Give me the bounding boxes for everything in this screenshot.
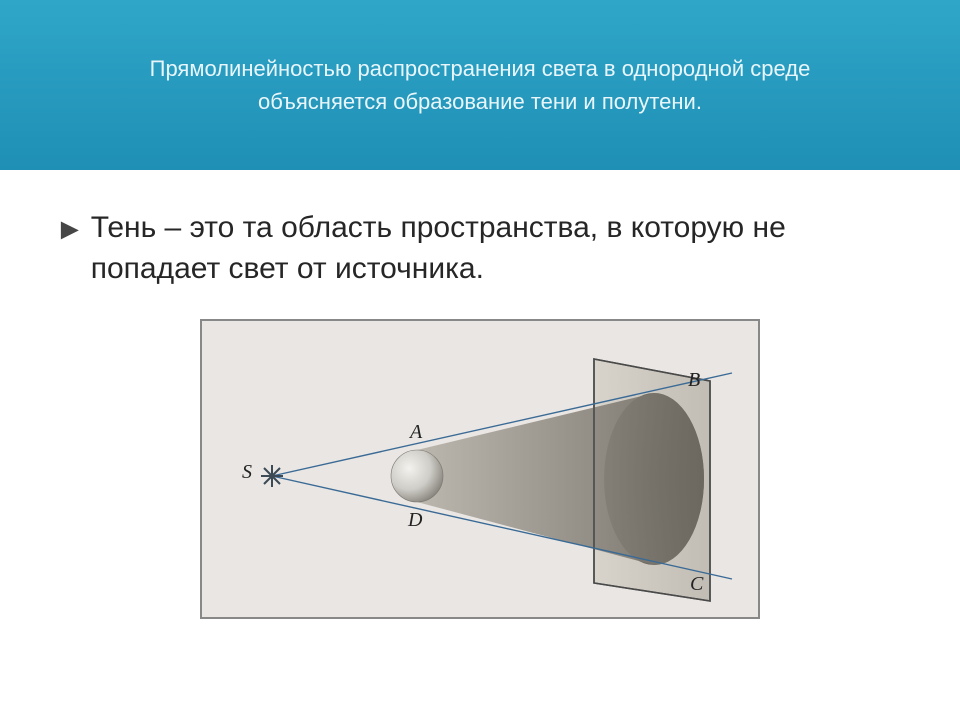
label-s: S — [242, 461, 252, 484]
header-line1: Прямолинейностью распространения света в… — [150, 56, 811, 81]
label-c: C — [690, 573, 703, 596]
label-a: A — [410, 421, 422, 444]
definition-text: Тень – это та область пространства, в ко… — [91, 208, 905, 289]
slide-body: ► Тень – это та область пространства, в … — [0, 170, 960, 619]
shadow-diagram: S A D B C — [200, 319, 760, 619]
slide-header: Прямолинейностью распространения света в… — [0, 0, 960, 170]
definition-block: ► Тень – это та область пространства, в … — [55, 208, 905, 289]
label-b: B — [688, 369, 700, 392]
bullet-icon: ► — [55, 210, 85, 251]
header-text: Прямолинейностью распространения света в… — [150, 52, 811, 118]
obstacle-sphere — [391, 450, 443, 502]
header-line2: объясняется образование тени и полутени. — [258, 89, 702, 114]
light-source-icon — [261, 465, 283, 487]
slide: Прямолинейностью распространения света в… — [0, 0, 960, 720]
figure-container: S A D B C — [55, 319, 905, 619]
label-d: D — [408, 509, 422, 532]
